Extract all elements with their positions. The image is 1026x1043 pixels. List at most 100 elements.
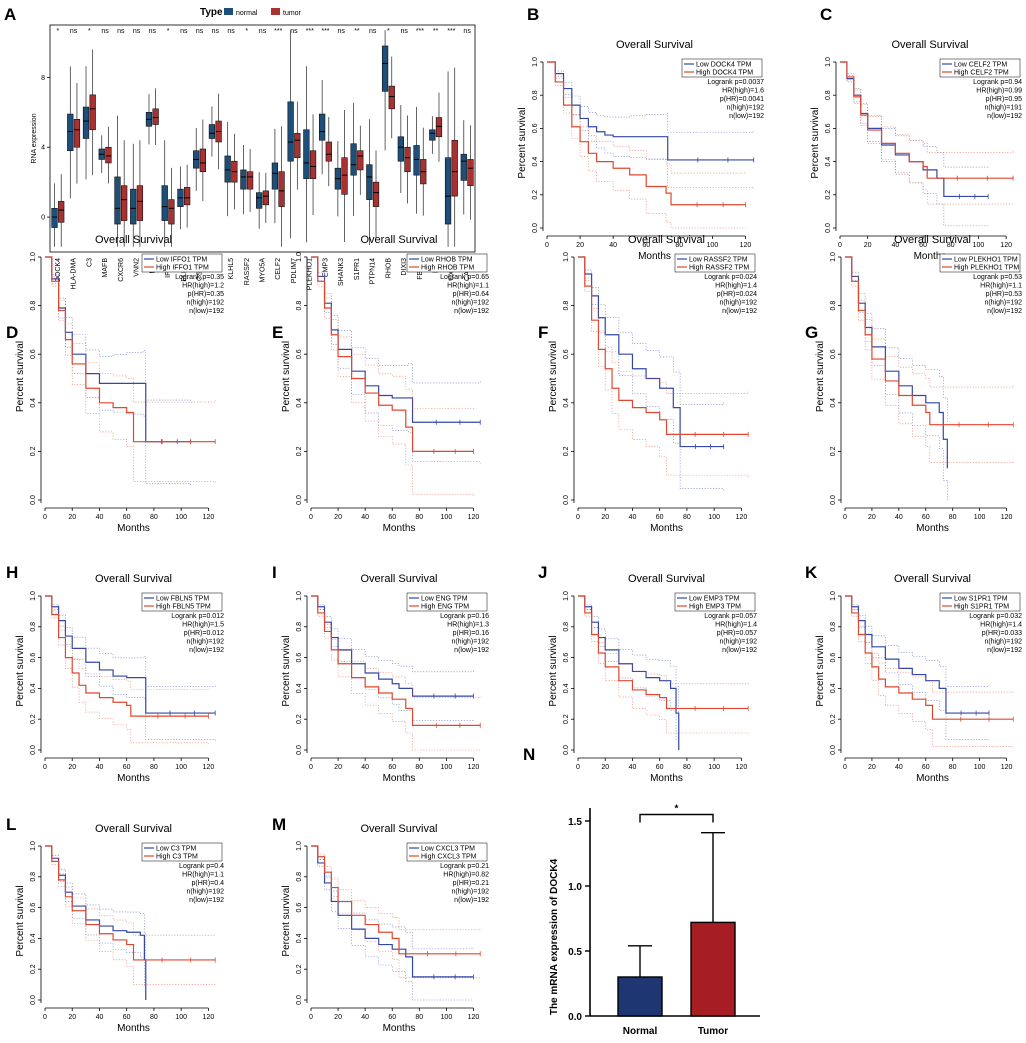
- panel-n: N 0.0 0.5 1.0 1.5 The mRNA expression of DOCK…: [523, 745, 760, 1037]
- significance-label: ns: [70, 28, 78, 35]
- y-axis-label: Percent survival: [281, 885, 292, 956]
- x-tick-label: 80: [683, 764, 691, 771]
- legend-box: [939, 592, 1021, 612]
- y-tick-label: 0.6: [30, 349, 37, 359]
- significance-label: ns: [149, 28, 157, 35]
- legend-label-low: Low S1PR1 TPM: [954, 596, 1008, 603]
- x-tick-label: 60: [656, 764, 664, 771]
- stat-line: p(HR)=0.0041: [720, 96, 764, 103]
- significance-label: ns: [117, 28, 125, 35]
- legend-swatch-tumor: [271, 8, 280, 15]
- box-normal: [429, 129, 436, 141]
- panel-e: E Overall Survival 0.0 0.2 0.4 0.6 0.8 1.0 0 20 40…: [272, 234, 489, 534]
- legend-label-low: Low FBLN5 TPM: [156, 596, 209, 603]
- y-tick-label: 0.2: [296, 964, 303, 974]
- legend-box: [939, 253, 1021, 273]
- y-tick-label: 0.0: [296, 995, 303, 1005]
- box-normal: [381, 45, 389, 92]
- gene-label: CELF2: [275, 258, 282, 280]
- stat-line: HR(high)=0.82: [443, 872, 489, 879]
- x-tick-label: 60: [123, 1014, 131, 1021]
- x-tick-label: 60: [922, 764, 930, 771]
- stat-line: HR(high)=1.4: [980, 622, 1022, 629]
- legend-label-high: High DOCK4 TPM: [696, 70, 753, 77]
- chart-title: Overall Survival: [891, 39, 968, 51]
- panel-k: K Overall Survival 0.0 0.2 0.4 0.6 0.8 1.0 0 20 40…: [805, 563, 1022, 784]
- x-tick-label: 20: [334, 1014, 342, 1021]
- y-tick-label: 1.0: [30, 841, 37, 851]
- y-tick-label: 0.8: [30, 301, 37, 311]
- y-axis-label: Percent survival: [281, 341, 292, 412]
- gene-label: HLA-DMA: [71, 258, 78, 290]
- x-tick-label: 20: [68, 514, 76, 521]
- stat-line: n(high)=192: [186, 639, 224, 646]
- significance-label: **: [433, 28, 439, 35]
- survival-curve-high: [578, 595, 749, 710]
- x-tick-label: 120: [736, 514, 748, 521]
- box-tumor: [388, 85, 395, 110]
- x-tick-label: 20: [68, 764, 76, 771]
- gene-label: MAFB: [102, 258, 109, 278]
- y-tick-label: 0.6: [296, 653, 303, 663]
- stat-line: n(high)=192: [186, 889, 224, 896]
- ci-lower-low: [547, 61, 755, 189]
- x-tick-label: 40: [609, 242, 617, 249]
- y-tick-label: 0.8: [30, 622, 37, 632]
- legend-label-high: High RHOB TPM: [421, 265, 474, 272]
- x-tick-label: 40: [891, 242, 899, 249]
- chart-title: Overall Survival: [360, 573, 437, 585]
- stat-line: n(high)=192: [719, 639, 757, 646]
- y-tick-label: 1.0: [563, 252, 570, 262]
- x-tick-label: 80: [415, 764, 423, 771]
- survival-curve-high: [845, 256, 1014, 426]
- y-tick-label: 0.4: [296, 683, 303, 693]
- y-tick-label: 0.6: [830, 349, 837, 359]
- x-axis-label: Months: [650, 523, 683, 534]
- y-tick-label: 0.8: [563, 622, 570, 632]
- x-tick-label: 100: [175, 764, 187, 771]
- box-tumor: [136, 185, 144, 221]
- gene-label: PDLIM7: [291, 258, 298, 283]
- x-tick-label: 100: [974, 764, 986, 771]
- ci-upper-low: [845, 256, 948, 422]
- x-tick-label: 120: [203, 1014, 215, 1021]
- box-normal: [303, 129, 310, 179]
- legend-box: [141, 592, 223, 612]
- chart-title: Overall Survival: [628, 573, 705, 585]
- y-tick-label: 0.4: [30, 933, 37, 943]
- significance-label: *: [675, 804, 679, 815]
- legend-label-low: Low RHOB TPM: [421, 257, 473, 264]
- stat-line: n(low)=192: [454, 308, 489, 315]
- y-axis-label: RNA expression: [31, 113, 38, 163]
- legend-label-high: High IFFO1 TPM: [156, 265, 209, 272]
- y-axis-label: Percent survival: [15, 885, 26, 956]
- legend-box: [939, 58, 1021, 78]
- y-tick-label: 0.4: [532, 157, 539, 167]
- y-tick-label: 0.0: [825, 223, 832, 233]
- y-tick-label: 0.4: [296, 933, 303, 943]
- ci-lower-low: [840, 61, 989, 228]
- legend-box: [141, 842, 223, 862]
- x-tick-label: 0: [843, 514, 847, 521]
- legend-label-normal: normal: [236, 10, 258, 17]
- x-tick-label: 20: [334, 764, 342, 771]
- y-axis-label: Percent survival: [15, 635, 26, 706]
- chart-title: Overall Survival: [894, 573, 971, 585]
- stat-line: Logrank p=0.35: [175, 274, 224, 281]
- bar-tumor: [690, 921, 736, 1017]
- box-tumor: [246, 171, 254, 190]
- legend-label-low: Low CELF2 TPM: [954, 62, 1007, 69]
- y-tick-label: 0.0: [296, 495, 303, 505]
- stat-line: n(low)=192: [987, 308, 1022, 315]
- legend-label-high: High EMP3 TPM: [689, 604, 741, 611]
- significance-label: ns: [290, 28, 298, 35]
- x-tick-label: 20: [576, 242, 584, 249]
- y-tick-label: 1.0: [30, 252, 37, 262]
- stat-line: HR(high)=1.6: [722, 88, 764, 95]
- gene-label: SHANK3: [338, 258, 345, 286]
- stat-line: n(low)=192: [189, 308, 224, 315]
- stat-line: n(high)=192: [186, 300, 224, 307]
- box-normal: [130, 188, 137, 225]
- box-normal: [256, 192, 263, 209]
- x-tick-label: 100: [973, 242, 985, 249]
